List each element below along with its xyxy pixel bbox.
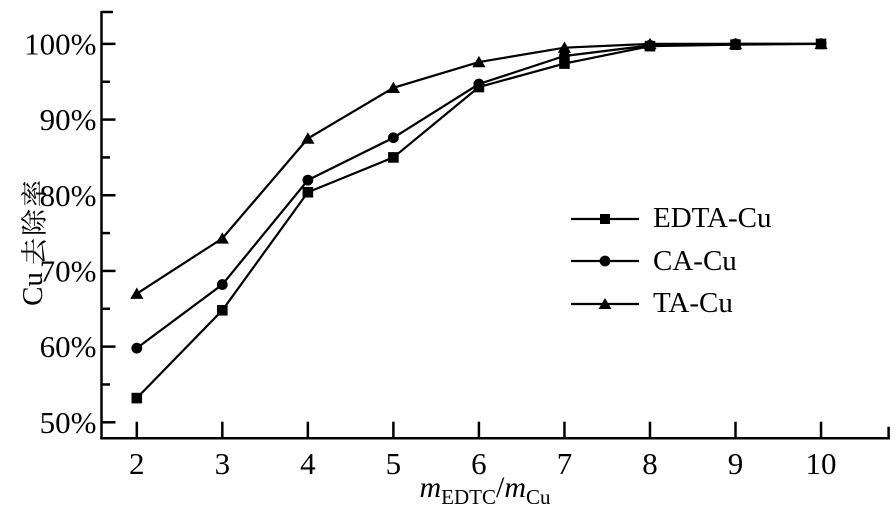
y-axis-title-cjk-char bbox=[20, 180, 47, 207]
x-axis-title-symbol-m1: m bbox=[419, 471, 442, 504]
x-axis-title-subscript-edtc: EDTC bbox=[441, 485, 496, 509]
y-axis-title: Cu bbox=[15, 172, 51, 314]
y-tick-label: 70% bbox=[40, 253, 97, 288]
y-axis-title-cjk-char bbox=[20, 209, 47, 236]
x-tick-label: 10 bbox=[806, 446, 837, 481]
marker-circle-ca-cu bbox=[216, 279, 228, 290]
legend: EDTA-Cu CA-Cu TA-Cu bbox=[571, 198, 772, 326]
y-axis-title-text: Cu bbox=[16, 272, 49, 306]
marker-circle-ca-cu bbox=[559, 50, 570, 62]
marker-square-edta-cu bbox=[302, 186, 314, 198]
legend-item-ca-cu: CA-Cu bbox=[571, 240, 772, 283]
marker-square-edta-cu bbox=[217, 304, 228, 316]
marker-triangle-ta-cu bbox=[215, 232, 229, 244]
marker-circle-ca-cu bbox=[131, 342, 143, 354]
marker-circle-ca-cu bbox=[387, 132, 399, 144]
y-axis-title-cjk-char bbox=[20, 238, 47, 265]
x-axis-title-subscript-cu: Cu bbox=[526, 485, 551, 509]
x-tick-label: 9 bbox=[728, 446, 744, 481]
legend-label-ta-cu: TA-Cu bbox=[653, 287, 733, 320]
y-tick-label: 50% bbox=[40, 405, 97, 440]
marker-triangle-ta-cu bbox=[130, 287, 144, 299]
x-tick-label: 6 bbox=[471, 446, 487, 481]
triangle-marker-icon bbox=[571, 297, 639, 309]
legend-item-ta-cu: TA-Cu bbox=[571, 283, 772, 326]
x-axis-title: mEDTC/mCu bbox=[30, 471, 895, 514]
marker-triangle-ta-cu bbox=[472, 55, 486, 68]
y-tick-label: 60% bbox=[40, 329, 97, 364]
marker-triangle-ta-cu bbox=[301, 132, 315, 144]
y-tick-label: 100% bbox=[24, 26, 96, 61]
x-tick-label: 8 bbox=[642, 446, 658, 481]
legend-item-edta-cu: EDTA-Cu bbox=[571, 198, 772, 241]
circle-marker-icon bbox=[571, 255, 639, 267]
marker-triangle-ta-cu bbox=[728, 37, 743, 50]
x-tick-label: 4 bbox=[300, 446, 316, 481]
x-tick-label: 5 bbox=[386, 446, 402, 481]
marker-circle-ca-cu bbox=[473, 78, 485, 90]
marker-triangle-ta-cu bbox=[386, 81, 400, 93]
x-axis-title-symbol-m2: m bbox=[504, 471, 526, 504]
legend-label-ca-cu: CA-Cu bbox=[653, 244, 737, 277]
x-tick-label: 7 bbox=[557, 446, 573, 481]
marker-triangle-ta-cu bbox=[814, 37, 828, 50]
y-tick-label: 80% bbox=[40, 178, 97, 213]
x-axis-title-slash: / bbox=[495, 471, 505, 504]
marker-square-edta-cu bbox=[388, 152, 399, 163]
marker-circle-ca-cu bbox=[302, 174, 314, 186]
y-tick-label: 90% bbox=[40, 102, 97, 137]
x-tick-label: 3 bbox=[215, 446, 231, 481]
square-marker-icon bbox=[571, 213, 639, 224]
marker-square-edta-cu bbox=[559, 58, 570, 69]
marker-triangle-ta-cu bbox=[643, 37, 657, 50]
x-tick-label: 2 bbox=[129, 446, 145, 481]
marker-square-edta-cu bbox=[131, 392, 143, 404]
legend-label-edta-cu: EDTA-Cu bbox=[653, 202, 772, 235]
marker-triangle-ta-cu bbox=[557, 41, 572, 53]
